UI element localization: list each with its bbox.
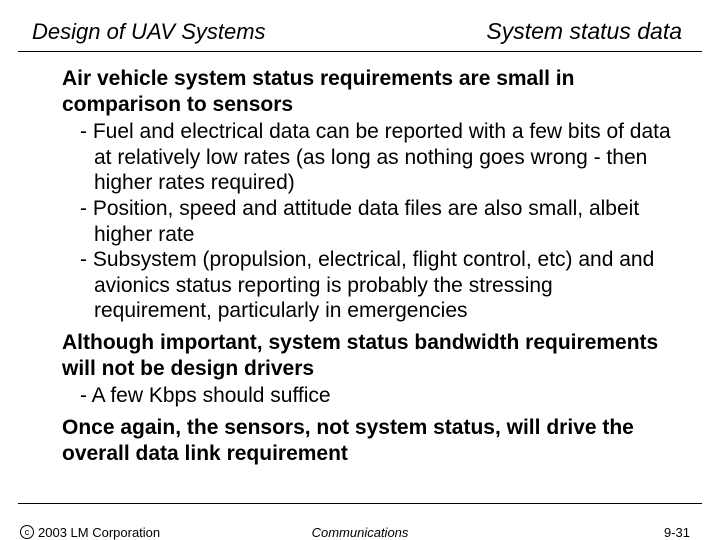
bullet-item: - Position, speed and attitude data file… — [80, 196, 672, 247]
slide-body: Air vehicle system status requirements a… — [0, 52, 720, 466]
lead-paragraph-2: Although important, system status bandwi… — [62, 330, 672, 381]
slide: Design of UAV Systems System status data… — [0, 0, 720, 540]
bullet-item: - Subsystem (propulsion, electrical, fli… — [80, 247, 672, 324]
copyright-text: 2003 LM Corporation — [38, 525, 160, 540]
footer-page-number: 9-31 — [664, 525, 690, 540]
lead-paragraph-1: Air vehicle system status requirements a… — [62, 66, 672, 117]
bullet-group-2: - A few Kbps should suffice — [62, 383, 672, 409]
bullet-item: - Fuel and electrical data can be report… — [80, 119, 672, 196]
header-right-title: System status data — [486, 18, 682, 45]
bullet-item: - A few Kbps should suffice — [80, 383, 672, 409]
lead-paragraph-3: Once again, the sensors, not system stat… — [62, 415, 672, 466]
footer-rule — [18, 503, 702, 504]
footer-copyright: c 2003 LM Corporation — [20, 525, 160, 540]
copyright-icon: c — [20, 525, 34, 539]
footer-center-text: Communications — [312, 525, 409, 540]
bullet-group-1: - Fuel and electrical data can be report… — [62, 119, 672, 324]
header-left-title: Design of UAV Systems — [32, 19, 266, 45]
slide-header: Design of UAV Systems System status data — [0, 0, 720, 51]
